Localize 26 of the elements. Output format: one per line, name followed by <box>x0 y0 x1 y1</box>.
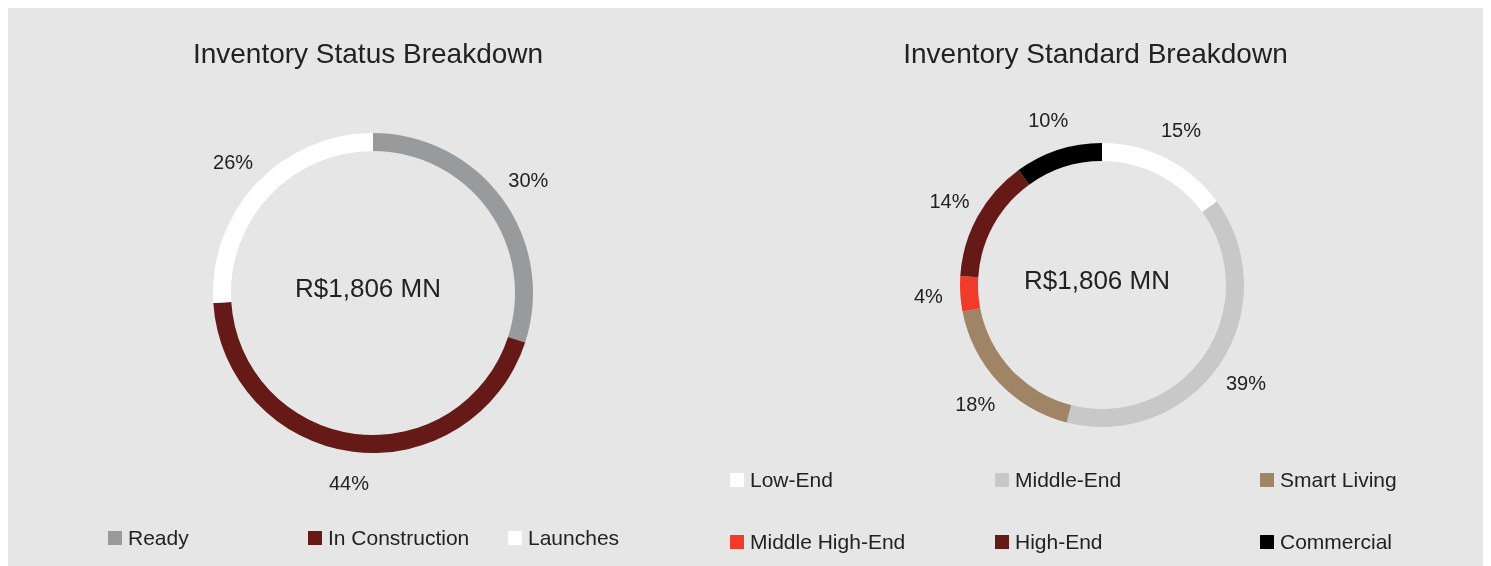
data-label: 26% <box>213 150 254 173</box>
donut-slice <box>1018 143 1102 185</box>
legend-label: Ready <box>128 526 189 550</box>
data-label: 18% <box>955 393 996 416</box>
donut-slice <box>960 276 981 312</box>
text: R$1,806 MN <box>1024 265 1170 295</box>
chart-title: Inventory Standard Breakdown <box>902 38 1289 70</box>
donut-slice <box>1102 143 1217 213</box>
data-label: 15% <box>1160 118 1202 141</box>
data-label: 30% <box>508 169 549 192</box>
data-label: 4% <box>913 284 944 307</box>
legend-label: High-End <box>1015 530 1103 554</box>
data-label: 39% <box>1225 371 1267 394</box>
data-label: 14% <box>929 190 970 213</box>
legend-label: Commercial <box>1280 530 1393 554</box>
legend-label: Middle-End <box>1015 468 1122 492</box>
legend-label: Low-End <box>750 468 833 492</box>
data-label: 10% <box>1028 108 1069 131</box>
legend-label: In Construction <box>328 526 470 550</box>
text: R$1,806 MN <box>295 273 441 303</box>
legend-label: Smart Living <box>1280 468 1397 492</box>
donut-slice <box>213 301 526 453</box>
chart-title: Inventory Status Breakdown <box>191 38 545 70</box>
legend-label: Middle High-End <box>750 530 906 554</box>
legend-label: Launches <box>528 526 620 550</box>
data-label: 44% <box>328 472 370 495</box>
